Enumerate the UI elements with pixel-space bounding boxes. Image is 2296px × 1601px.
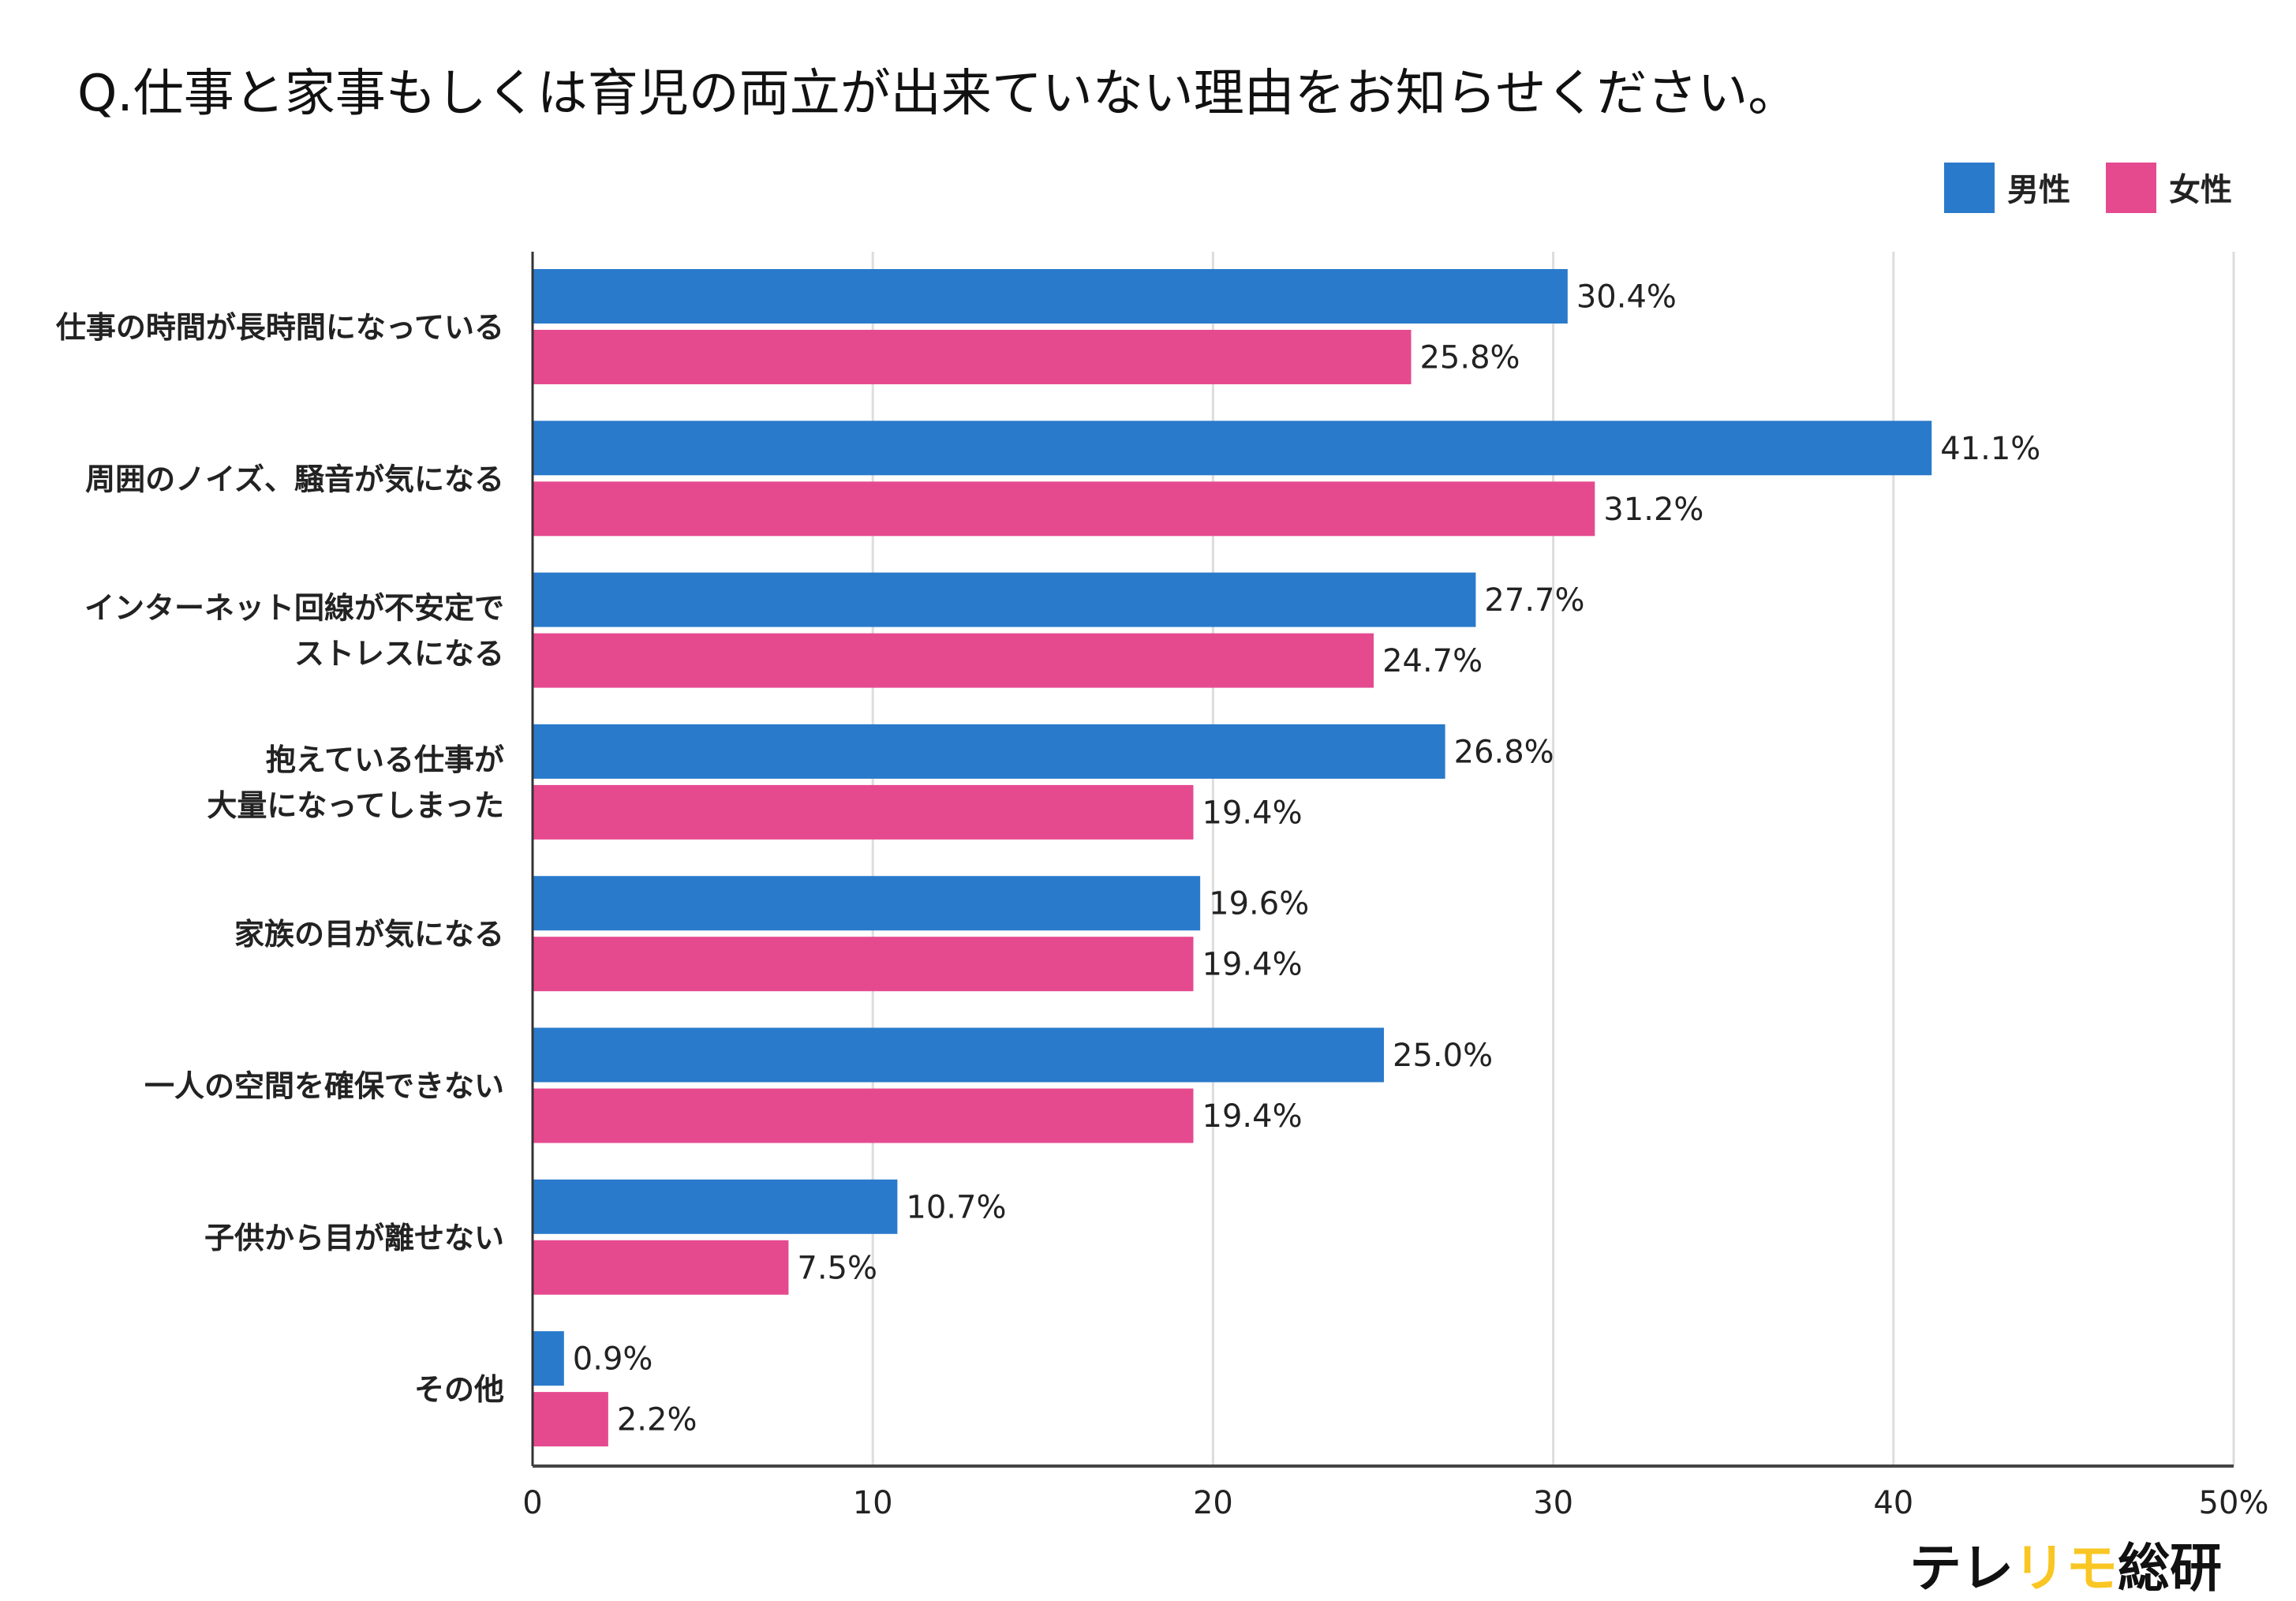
x-tick-label: 20 bbox=[1193, 1485, 1233, 1521]
category-label: 家族の目が気になる bbox=[234, 917, 504, 952]
legend-swatch bbox=[2106, 163, 2156, 213]
data-label: 27.7% bbox=[1484, 582, 1584, 619]
x-tick-label: 10 bbox=[853, 1485, 893, 1521]
data-label: 41.1% bbox=[1940, 431, 2040, 467]
bar-female bbox=[533, 784, 1194, 840]
bar-male bbox=[533, 1179, 898, 1234]
legend-swatch bbox=[1944, 163, 1995, 213]
brand-logo: テレリモ総研 bbox=[1909, 1538, 2222, 1599]
bar-female bbox=[533, 481, 1595, 537]
bar-male bbox=[533, 876, 1201, 931]
legend-label: 男性 bbox=[2007, 172, 2070, 208]
x-tick-label: 50% bbox=[2199, 1485, 2269, 1521]
data-label: 0.9% bbox=[573, 1341, 653, 1378]
axes: 0 10 20 30 40 50% 仕事の時間が長時間になっている周囲のノイズ、騒音が気にな… bbox=[56, 252, 2269, 1521]
category-label: 仕事の時間が長時間になっている bbox=[56, 310, 504, 345]
data-label: 24.7% bbox=[1382, 643, 1483, 679]
x-tick-label: 0 bbox=[522, 1485, 542, 1521]
data-label: 26.8% bbox=[1454, 734, 1554, 770]
bar-female bbox=[533, 633, 1374, 688]
data-label: 7.5% bbox=[797, 1250, 877, 1286]
bar-female bbox=[533, 330, 1412, 384]
data-label: 10.7% bbox=[906, 1189, 1006, 1225]
legend: 男性 女性 bbox=[1944, 163, 2232, 213]
category-label: 抱えている仕事が bbox=[266, 743, 504, 777]
data-label: 30.4% bbox=[1576, 279, 1677, 316]
data-label: 19.4% bbox=[1202, 795, 1303, 831]
x-tick-label: 30 bbox=[1533, 1485, 1573, 1521]
data-label: 19.4% bbox=[1202, 1098, 1303, 1135]
bar-male bbox=[533, 421, 1932, 476]
category-label: その他 bbox=[414, 1372, 504, 1407]
data-label: 2.2% bbox=[617, 1402, 697, 1438]
x-tick-label: 40 bbox=[1873, 1485, 1913, 1521]
bar-female bbox=[533, 1240, 789, 1295]
bar-male bbox=[533, 1027, 1384, 1083]
category-label: 子供から目が離せない bbox=[204, 1221, 504, 1255]
data-label: 25.0% bbox=[1393, 1038, 1493, 1074]
category-label: インターネット回線が不安定で bbox=[84, 591, 504, 626]
bar-male bbox=[533, 269, 1568, 324]
data-label: 31.2% bbox=[1603, 492, 1703, 528]
category-label: 一人の空間を確保できない bbox=[144, 1069, 504, 1104]
data-label: 19.6% bbox=[1209, 886, 1309, 922]
data-label: 19.4% bbox=[1202, 947, 1303, 983]
category-label: 周囲のノイズ、騒音が気になる bbox=[85, 462, 504, 496]
bar-male bbox=[533, 724, 1445, 779]
data-label: 25.8% bbox=[1419, 340, 1520, 376]
bars: 30.4% 25.8% 41.1% 31.2% 27.7%24.7% 26.8% 19.4%… bbox=[533, 269, 2040, 1447]
category-label: ストレスになる bbox=[294, 637, 504, 671]
bar-male bbox=[533, 1331, 564, 1386]
category-label: 大量になってしまった bbox=[207, 788, 504, 823]
bar-female bbox=[533, 1392, 608, 1447]
bar-female bbox=[533, 1088, 1194, 1143]
legend-label: 女性 bbox=[2169, 172, 2232, 208]
chart-title: Q.仕事と家事もしくは育児の両立が出来ていない理由をお知らせください。 bbox=[77, 65, 1798, 123]
bar-female bbox=[533, 937, 1194, 992]
bar-male bbox=[533, 572, 1476, 627]
